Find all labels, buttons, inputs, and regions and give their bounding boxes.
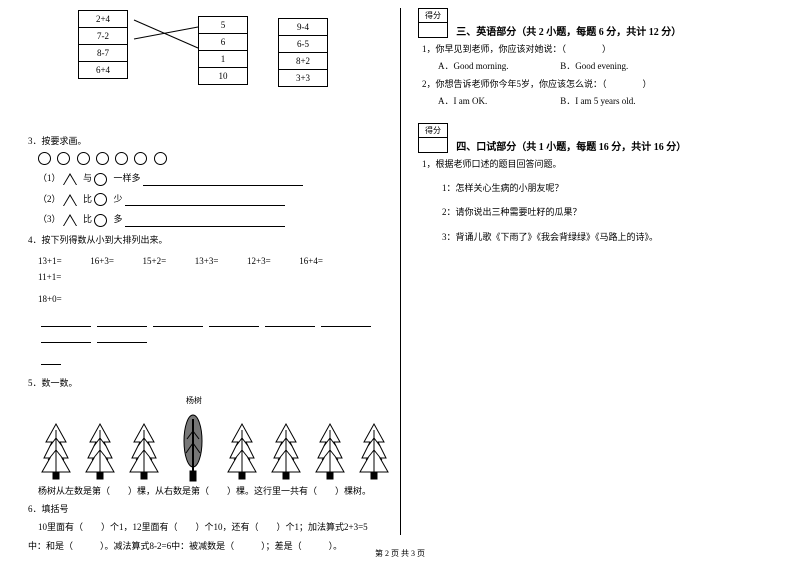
poplar-tree-icon xyxy=(178,413,208,485)
q4-order-line[interactable] xyxy=(38,318,382,350)
s4-q1: 1，根据老师口述的题目回答问题。 xyxy=(422,157,782,171)
eq: 12+3= xyxy=(247,253,297,269)
pine-tree-icon xyxy=(224,420,260,480)
match-lines xyxy=(18,8,382,128)
s4-s1: 1：怎样关心生病的小朋友呢？ xyxy=(442,181,782,195)
q3-circles-row xyxy=(38,152,382,165)
answer-line[interactable] xyxy=(143,176,303,186)
section-4-header: 得分 四、口试部分（共 1 小题，每题 16 分，共计 16 分） xyxy=(418,123,782,153)
q6-line1: 10里面有（ ）个1，12里面有（ ）个10，还有（ ）个1；加法算式2+3=5 xyxy=(38,520,382,534)
opt-a[interactable]: A．Good morning. xyxy=(438,59,558,73)
circle-icon xyxy=(154,152,167,165)
matching-area: 2+4 7-2 8-7 6+4 5 6 1 10 9-4 6-5 8+2 3+3 xyxy=(18,8,382,128)
opt-b[interactable]: B．I am 5 years old. xyxy=(560,94,680,108)
label: 比 xyxy=(83,194,92,204)
eq: 15+2= xyxy=(143,253,193,269)
q6-title: 6．填括号 xyxy=(28,502,382,516)
s3-q1-opts: A．Good morning. B．Good evening. xyxy=(438,59,782,73)
label: 比 xyxy=(83,214,92,224)
q3-sub3: （3） 比 多 xyxy=(38,212,382,226)
label: （2） xyxy=(38,194,61,204)
circle-icon xyxy=(96,152,109,165)
left-column: 2+4 7-2 8-7 6+4 5 6 1 10 9-4 6-5 8+2 3+3 xyxy=(0,0,400,540)
score-label: 得分 xyxy=(419,124,447,138)
section-3-title: 三、英语部分（共 2 小题，每题 6 分，共计 12 分） xyxy=(456,23,681,38)
right-column: 得分 三、英语部分（共 2 小题，每题 6 分，共计 12 分） 1，你早见到老… xyxy=(400,0,800,540)
column-divider xyxy=(400,8,401,535)
score-box: 得分 xyxy=(418,123,448,153)
eq: 16+4= xyxy=(299,253,349,269)
circle-icon xyxy=(38,152,51,165)
answer-line[interactable] xyxy=(125,196,285,206)
circle-icon xyxy=(94,193,107,206)
page: 2+4 7-2 8-7 6+4 5 6 1 10 9-4 6-5 8+2 3+3 xyxy=(0,0,800,540)
label: 少 xyxy=(114,194,123,204)
s4-s3: 3：背诵儿歌《下雨了》《我会背绿绿》《马路上的诗》。 xyxy=(442,230,782,244)
label: （1） xyxy=(38,173,61,183)
label: 一样多 xyxy=(114,173,141,183)
circle-icon xyxy=(57,152,70,165)
s3-q1: 1，你早见到老师，你应该对她说：（ ） xyxy=(422,42,782,56)
pine-tree-icon xyxy=(38,420,74,480)
s3-q2: 2，你想告诉老师你今年5岁，你应该怎么说：（ ） xyxy=(422,77,782,91)
q5-text: 杨树从左数是第（ ）棵，从右数是第（ ）棵。这行里一共有（ ）棵树。 xyxy=(38,484,382,498)
s4-s2: 2：请你说出三种需要吐籽的瓜果？ xyxy=(442,205,782,219)
answer-line[interactable] xyxy=(125,217,285,227)
eq: 11+1= xyxy=(38,269,88,285)
pine-tree-icon xyxy=(82,420,118,480)
q4-title: 4．按下列得数从小到大排列出来。 xyxy=(28,233,382,247)
pine-tree-icon xyxy=(268,420,304,480)
opt-b[interactable]: B．Good evening. xyxy=(560,59,680,73)
eq: 13+3= xyxy=(195,253,245,269)
score-blank[interactable] xyxy=(419,23,447,37)
circle-icon xyxy=(77,152,90,165)
section-4-title: 四、口试部分（共 1 小题，每题 16 分，共计 16 分） xyxy=(456,138,686,153)
q4-equations: 13+1= 16+3= 15+2= 13+3= 12+3= 16+4= 11+1… xyxy=(38,253,382,285)
score-label: 得分 xyxy=(419,9,447,23)
s3-q2-opts: A．I am OK. B．I am 5 years old. xyxy=(438,94,782,108)
section-3-header: 得分 三、英语部分（共 2 小题，每题 6 分，共计 12 分） xyxy=(418,8,782,38)
pine-tree-icon xyxy=(312,420,348,480)
q3-title: 3．按要求画。 xyxy=(28,134,382,148)
circle-icon xyxy=(115,152,128,165)
q3-sub1: （1） 与 一样多 xyxy=(38,171,382,185)
q3-sub2: （2） 比 少 xyxy=(38,192,382,206)
pine-tree-icon xyxy=(126,420,162,480)
q4-order-line2[interactable] xyxy=(38,356,382,372)
poplar-label: 杨树 xyxy=(186,395,202,406)
trees-row: 杨树 xyxy=(38,395,382,480)
q5-title: 5．数一数。 xyxy=(28,376,382,390)
label: 与 xyxy=(83,173,92,183)
triangle-icon xyxy=(63,214,77,226)
label: 多 xyxy=(114,214,123,224)
page-footer: 第 2 页 共 3 页 xyxy=(0,548,800,559)
circle-icon xyxy=(94,214,107,227)
score-box: 得分 xyxy=(418,8,448,38)
triangle-icon xyxy=(63,173,77,185)
eq: 13+1= xyxy=(38,253,88,269)
q4-eq-extra: 18+0= xyxy=(38,291,382,307)
circle-icon xyxy=(134,152,147,165)
pine-tree-icon xyxy=(356,420,392,480)
circle-icon xyxy=(94,173,107,186)
score-blank[interactable] xyxy=(419,138,447,152)
eq: 16+3= xyxy=(90,253,140,269)
label: （3） xyxy=(38,214,61,224)
opt-a[interactable]: A．I am OK. xyxy=(438,94,558,108)
triangle-icon xyxy=(63,194,77,206)
